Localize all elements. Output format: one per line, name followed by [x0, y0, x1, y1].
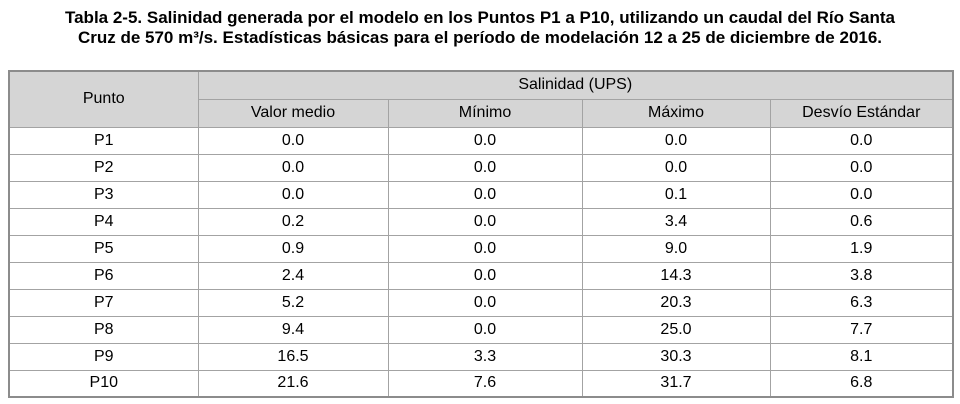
cell-minimo: 0.0	[387, 126, 583, 155]
cell-desvio: 7.7	[769, 315, 954, 344]
cell-minimo: 3.3	[387, 342, 583, 371]
table-row-p9: P9 16.5 3.3 30.3 8.1	[8, 342, 954, 371]
cell-valor-medio: 9.4	[197, 315, 389, 344]
header-minimo: Mínimo	[387, 98, 583, 128]
cell-desvio: 1.9	[769, 234, 954, 263]
table-row-p6: P6 2.4 0.0 14.3 3.8	[8, 261, 954, 290]
table-row-p5: P5 0.9 0.0 9.0 1.9	[8, 234, 954, 263]
cell-desvio: 6.8	[769, 369, 954, 398]
cell-valor-medio: 0.0	[197, 153, 389, 182]
cell-valor-medio: 0.2	[197, 207, 389, 236]
header-desvio-estandar: Desvío Estándar	[769, 98, 954, 128]
cell-minimo: 7.6	[387, 369, 583, 398]
cell-valor-medio: 0.9	[197, 234, 389, 263]
cell-minimo: 0.0	[387, 207, 583, 236]
caption-line-1: Tabla 2-5. Salinidad generada por el mod…	[64, 8, 896, 27]
cell-desvio: 0.0	[769, 180, 954, 209]
table-row-p3: P3 0.0 0.0 0.1 0.0	[8, 180, 954, 209]
cell-punto: P6	[8, 261, 199, 290]
caption-line-2: Cruz de 570 m³/s. Estadísticas básicas p…	[77, 28, 883, 47]
cell-punto: P10	[8, 369, 199, 398]
cell-valor-medio: 16.5	[197, 342, 389, 371]
cell-minimo: 0.0	[387, 288, 583, 317]
cell-minimo: 0.0	[387, 234, 583, 263]
cell-punto: P8	[8, 315, 199, 344]
table-row-p2: P2 0.0 0.0 0.0 0.0	[8, 153, 954, 182]
cell-maximo: 30.3	[581, 342, 771, 371]
cell-maximo: 20.3	[581, 288, 771, 317]
cell-punto: P7	[8, 288, 199, 317]
cell-maximo: 9.0	[581, 234, 771, 263]
cell-maximo: 31.7	[581, 369, 771, 398]
cell-punto: P9	[8, 342, 199, 371]
cell-punto: P4	[8, 207, 199, 236]
cell-desvio: 6.3	[769, 288, 954, 317]
cell-maximo: 0.0	[581, 153, 771, 182]
table-row-p10: P10 21.6 7.6 31.7 6.8	[8, 369, 954, 398]
cell-minimo: 0.0	[387, 180, 583, 209]
cell-valor-medio: 0.0	[197, 180, 389, 209]
cell-punto: P2	[8, 153, 199, 182]
table-row-p8: P8 9.4 0.0 25.0 7.7	[8, 315, 954, 344]
cell-desvio: 0.0	[769, 153, 954, 182]
cell-punto: P1	[8, 126, 199, 155]
cell-desvio: 0.0	[769, 126, 954, 155]
cell-punto: P5	[8, 234, 199, 263]
cell-desvio: 3.8	[769, 261, 954, 290]
table-caption: Tabla 2-5. Salinidad generada por el mod…	[0, 0, 960, 48]
cell-maximo: 14.3	[581, 261, 771, 290]
cell-maximo: 0.0	[581, 126, 771, 155]
cell-desvio: 0.6	[769, 207, 954, 236]
header-maximo: Máximo	[581, 98, 771, 128]
cell-valor-medio: 0.0	[197, 126, 389, 155]
table-row-p4: P4 0.2 0.0 3.4 0.6	[8, 207, 954, 236]
cell-valor-medio: 21.6	[197, 369, 389, 398]
header-valor-medio: Valor medio	[197, 98, 389, 128]
cell-maximo: 0.1	[581, 180, 771, 209]
cell-desvio: 8.1	[769, 342, 954, 371]
header-punto: Punto	[8, 70, 199, 128]
cell-valor-medio: 2.4	[197, 261, 389, 290]
salinity-table: Punto Salinidad (UPS) Valor medio Mínimo…	[8, 70, 955, 398]
cell-punto: P3	[8, 180, 199, 209]
cell-maximo: 3.4	[581, 207, 771, 236]
header-salinidad-ups: Salinidad (UPS)	[197, 70, 954, 100]
table-row-p1: P1 0.0 0.0 0.0 0.0	[8, 126, 954, 155]
cell-minimo: 0.0	[387, 261, 583, 290]
table-row-p7: P7 5.2 0.0 20.3 6.3	[8, 288, 954, 317]
cell-minimo: 0.0	[387, 153, 583, 182]
cell-maximo: 25.0	[581, 315, 771, 344]
cell-minimo: 0.0	[387, 315, 583, 344]
cell-valor-medio: 5.2	[197, 288, 389, 317]
